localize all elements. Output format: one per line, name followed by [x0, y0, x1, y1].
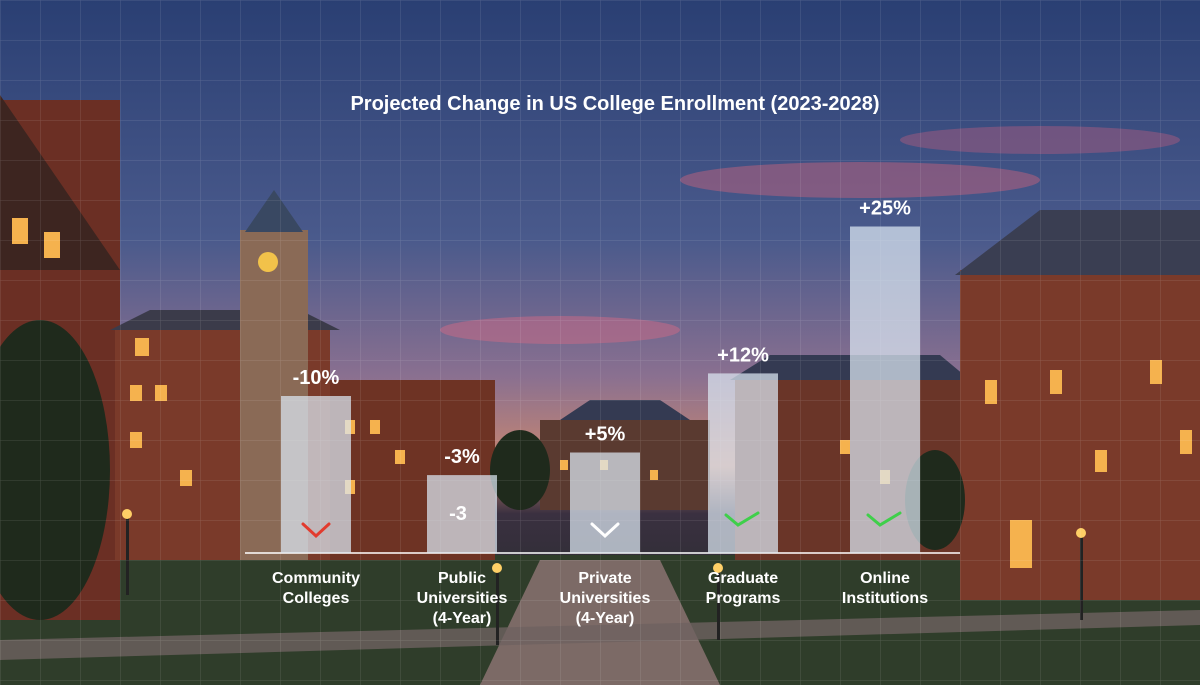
- bar-0: [281, 396, 351, 553]
- trend-check-icon-4: [866, 511, 902, 527]
- trend-down-icon-0: [301, 522, 331, 539]
- bar-4: [850, 226, 920, 553]
- value-label-2: +5%: [585, 424, 626, 446]
- bar-group: -10% Community Colleges -3% -3 Public Universi…: [272, 198, 928, 628]
- bar-3: [708, 373, 778, 553]
- trend-check-icon-3: [724, 511, 760, 527]
- chart-title: Projected Change in US College Enrollmen…: [350, 93, 879, 115]
- category-label-1-line-1: Universities: [417, 590, 508, 607]
- category-label-3-line-0: Graduate: [708, 570, 778, 587]
- bar-1: [427, 475, 497, 553]
- category-label-1-line-0: Public: [438, 570, 486, 587]
- category-label-0-line-0: Community: [272, 570, 360, 587]
- category-label-2-line-2: (4-Year): [576, 610, 635, 627]
- category-label-2-line-1: Universities: [560, 590, 651, 607]
- trend-down-icon-2: [590, 522, 620, 539]
- value-label-4: +25%: [859, 198, 911, 220]
- category-label-1-line-2: (4-Year): [433, 610, 492, 627]
- value-label-1: -3%: [444, 446, 480, 468]
- category-label-2-line-0: Private: [578, 570, 631, 587]
- inner-label-1: -3: [449, 503, 467, 525]
- category-label-4-line-1: Institutions: [842, 590, 928, 607]
- category-label-3-line-1: Programs: [706, 590, 781, 607]
- value-label-3: +12%: [717, 344, 769, 366]
- category-label-0-line-1: Colleges: [283, 590, 350, 607]
- value-label-0: -10%: [293, 367, 340, 389]
- category-label-4-line-0: Online: [860, 570, 910, 587]
